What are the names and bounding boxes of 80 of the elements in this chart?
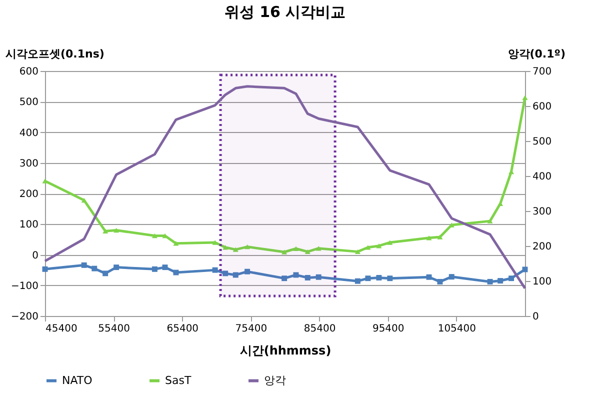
point <box>304 274 310 280</box>
legend-label: NATO <box>62 374 93 387</box>
point <box>376 274 382 280</box>
y-tick-label: 200 <box>19 189 38 200</box>
legend-label: 앙각 <box>264 374 286 387</box>
legend-label: SasT <box>165 374 192 387</box>
point <box>282 276 288 282</box>
point <box>232 247 238 252</box>
point <box>222 270 228 276</box>
point <box>102 228 108 234</box>
y2-tick-label: 100 <box>532 276 552 288</box>
point <box>152 233 158 238</box>
y2-tick-label: 0 <box>532 312 539 322</box>
x-tick-label: 105400 <box>438 324 476 334</box>
y2-tick-label: 700 <box>532 66 552 78</box>
point <box>508 276 514 282</box>
point <box>304 249 310 254</box>
point <box>437 278 443 284</box>
point <box>354 278 360 284</box>
y-tick-label: 600 <box>19 66 38 78</box>
point <box>152 266 158 272</box>
point <box>244 268 250 274</box>
y-tick-label: 0 <box>32 250 38 262</box>
x-tick-label: 95400 <box>372 324 404 334</box>
y2-axis-title: 앙각(0.1º) <box>508 48 566 60</box>
point <box>448 274 454 280</box>
point <box>212 240 218 245</box>
y-tick-label: 400 <box>19 128 38 139</box>
x-tick-label: 85400 <box>304 324 336 334</box>
point <box>293 246 299 251</box>
point <box>487 218 493 224</box>
point <box>92 266 98 272</box>
point <box>102 270 108 276</box>
x-tick-label: 65400 <box>166 324 199 334</box>
y2-tick-label: 600 <box>532 102 552 112</box>
point <box>232 272 238 278</box>
point <box>522 95 528 100</box>
y2-tick-label: 300 <box>532 206 552 218</box>
line-series <box>44 85 526 290</box>
point <box>173 270 179 276</box>
point <box>173 241 179 246</box>
point <box>293 272 299 278</box>
point <box>426 236 432 240</box>
x-tick-label: 75400 <box>235 324 268 334</box>
x-tick-label: 45400 <box>46 324 78 334</box>
point <box>487 278 493 284</box>
y-tick-label: 500 <box>19 97 38 108</box>
y2-tick-label: 400 <box>532 172 552 182</box>
point <box>354 249 360 254</box>
point <box>114 264 120 270</box>
point <box>212 267 218 273</box>
y-tick-label: −200 <box>11 312 38 322</box>
point <box>387 240 393 245</box>
point <box>282 250 288 254</box>
point <box>426 274 432 280</box>
point <box>222 245 228 250</box>
y-axis-title: 시각오프셋(0.1ns) <box>6 48 104 60</box>
point <box>387 276 393 282</box>
point <box>522 266 528 272</box>
point <box>42 266 48 272</box>
chart-title: 위성 16 시각비교 <box>224 3 346 21</box>
y-tick-label: 100 <box>19 220 38 231</box>
point <box>498 278 504 284</box>
point <box>437 234 443 240</box>
point <box>316 246 322 251</box>
y2-tick-label: 200 <box>532 242 552 252</box>
point <box>244 244 250 250</box>
y2-tick-label: 500 <box>532 136 552 148</box>
point <box>162 264 168 270</box>
x-axis-title: 시간(hhmmss) <box>240 344 332 358</box>
y-tick-label: −100 <box>11 280 38 292</box>
point <box>365 245 371 250</box>
point <box>81 262 87 268</box>
point <box>114 228 120 233</box>
point <box>365 276 371 282</box>
point <box>316 274 322 280</box>
y-tick-label: 300 <box>19 158 38 170</box>
point <box>42 178 48 184</box>
x-tick-label: 55400 <box>98 324 130 334</box>
point <box>81 198 87 203</box>
